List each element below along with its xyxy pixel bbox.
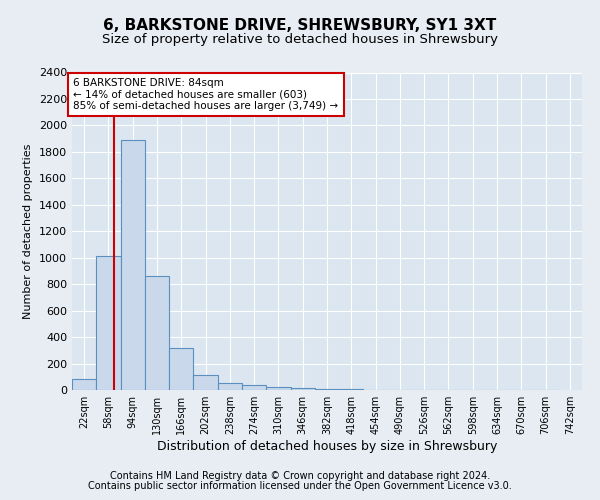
Text: Contains public sector information licensed under the Open Government Licence v3: Contains public sector information licen… [88,481,512,491]
Bar [315,388,339,390]
Text: Contains HM Land Registry data © Crown copyright and database right 2024.: Contains HM Land Registry data © Crown c… [110,471,490,481]
Bar [169,348,193,390]
Bar [193,376,218,390]
X-axis label: Distribution of detached houses by size in Shrewsbury: Distribution of detached houses by size … [157,440,497,453]
Bar [96,256,121,390]
Text: 6, BARKSTONE DRIVE, SHREWSBURY, SY1 3XT: 6, BARKSTONE DRIVE, SHREWSBURY, SY1 3XT [103,18,497,32]
Bar [145,276,169,390]
Bar [121,140,145,390]
Text: Size of property relative to detached houses in Shrewsbury: Size of property relative to detached ho… [102,32,498,46]
Bar [266,386,290,390]
Bar [218,384,242,390]
Bar [72,380,96,390]
Bar [290,388,315,390]
Text: 6 BARKSTONE DRIVE: 84sqm
← 14% of detached houses are smaller (603)
85% of semi-: 6 BARKSTONE DRIVE: 84sqm ← 14% of detach… [73,78,338,111]
Bar [242,384,266,390]
Y-axis label: Number of detached properties: Number of detached properties [23,144,34,319]
